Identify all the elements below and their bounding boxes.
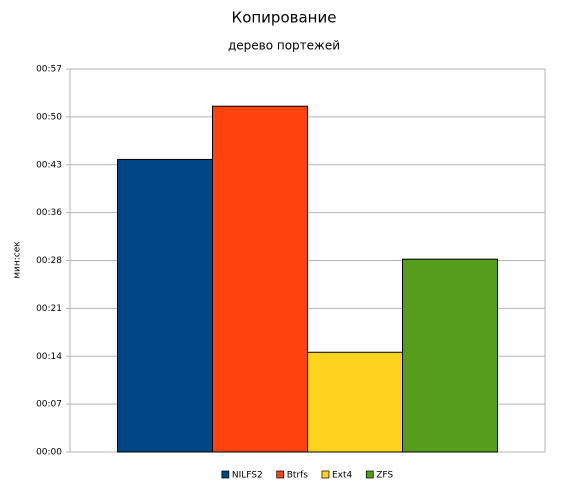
y-tick-label: 00:43 — [36, 160, 62, 170]
legend-swatch — [365, 470, 374, 479]
bar — [117, 158, 213, 453]
y-tick-label: 00:07 — [36, 400, 62, 410]
bar — [212, 105, 308, 453]
y-axis-label: мин:сек — [13, 241, 23, 279]
legend-label: NILFS2 — [232, 471, 263, 481]
bar — [402, 258, 498, 453]
y-tick-label: 00:50 — [36, 112, 62, 122]
legend-swatch — [276, 470, 285, 479]
y-tick-label: 00:00 — [36, 448, 62, 458]
y-tick-label: 00:14 — [36, 352, 62, 362]
legend-swatch — [321, 470, 330, 479]
legend-label: ZFS — [376, 471, 393, 481]
y-tick-label: 00:28 — [36, 256, 62, 266]
bar — [307, 351, 403, 453]
legend-label: Ext4 — [332, 471, 353, 481]
chart-subtitle: дерево портежей — [228, 39, 340, 53]
chart-title: Копирование — [232, 9, 337, 27]
y-tick-label: 00:36 — [36, 208, 62, 218]
y-tick-label: 00:21 — [36, 304, 62, 314]
legend-swatch — [221, 470, 230, 479]
legend-label: Btrfs — [287, 471, 309, 481]
y-tick-label: 00:57 — [36, 65, 62, 75]
